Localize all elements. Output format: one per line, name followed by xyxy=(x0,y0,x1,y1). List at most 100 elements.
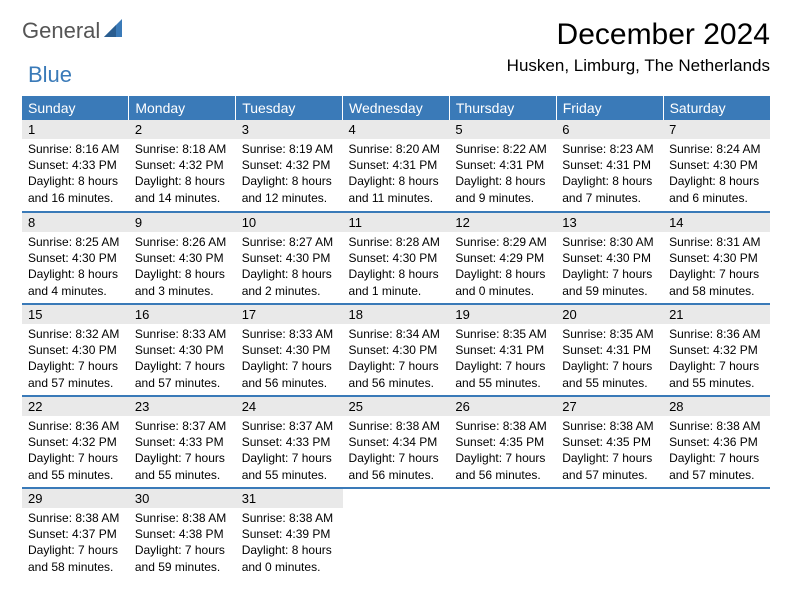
calendar-empty-cell xyxy=(663,488,770,580)
calendar-day-cell: 28Sunrise: 8:38 AMSunset: 4:36 PMDayligh… xyxy=(663,396,770,488)
logo-sail-icon xyxy=(104,19,126,44)
day-number: 9 xyxy=(129,213,236,232)
daylight-line: Daylight: 7 hours and 57 minutes. xyxy=(135,358,230,390)
calendar-body: 1Sunrise: 8:16 AMSunset: 4:33 PMDaylight… xyxy=(22,120,770,580)
day-body: Sunrise: 8:36 AMSunset: 4:32 PMDaylight:… xyxy=(22,416,129,487)
brand-logo: General xyxy=(22,18,130,44)
day-number: 3 xyxy=(236,120,343,139)
daylight-line: Daylight: 7 hours and 58 minutes. xyxy=(669,266,764,298)
calendar-day-cell: 4Sunrise: 8:20 AMSunset: 4:31 PMDaylight… xyxy=(343,120,450,212)
daylight-line: Daylight: 8 hours and 12 minutes. xyxy=(242,173,337,205)
sunset-line: Sunset: 4:30 PM xyxy=(135,342,230,358)
day-body: Sunrise: 8:37 AMSunset: 4:33 PMDaylight:… xyxy=(236,416,343,487)
calendar-day-cell: 21Sunrise: 8:36 AMSunset: 4:32 PMDayligh… xyxy=(663,304,770,396)
sunset-line: Sunset: 4:30 PM xyxy=(28,342,123,358)
day-number: 4 xyxy=(343,120,450,139)
sunrise-line: Sunrise: 8:16 AM xyxy=(28,141,123,157)
calendar-day-cell: 19Sunrise: 8:35 AMSunset: 4:31 PMDayligh… xyxy=(449,304,556,396)
calendar-week-row: 29Sunrise: 8:38 AMSunset: 4:37 PMDayligh… xyxy=(22,488,770,580)
sunrise-line: Sunrise: 8:32 AM xyxy=(28,326,123,342)
calendar-day-cell: 30Sunrise: 8:38 AMSunset: 4:38 PMDayligh… xyxy=(129,488,236,580)
sunrise-line: Sunrise: 8:35 AM xyxy=(455,326,550,342)
day-number: 24 xyxy=(236,397,343,416)
day-number: 6 xyxy=(556,120,663,139)
calendar-day-cell: 16 Sunrise: 8:33 AMSunset: 4:30 PMDayligh… xyxy=(129,304,236,396)
day-body: Sunrise: 8:35 AMSunset: 4:31 PMDaylight:… xyxy=(556,324,663,395)
day-body: Sunrise: 8:38 AMSunset: 4:36 PMDaylight:… xyxy=(663,416,770,487)
sunset-line: Sunset: 4:31 PM xyxy=(455,342,550,358)
calendar-day-cell: 10Sunrise: 8:27 AMSunset: 4:30 PMDayligh… xyxy=(236,212,343,304)
weekday-monday: Monday xyxy=(129,96,236,120)
sunset-line: Sunset: 4:30 PM xyxy=(28,250,123,266)
sunset-line: Sunset: 4:32 PM xyxy=(242,157,337,173)
sunrise-line: Sunrise: 8:33 AM xyxy=(135,326,230,342)
calendar-head: SundayMondayTuesdayWednesdayThursdayFrid… xyxy=(22,96,770,120)
sunset-line: Sunset: 4:31 PM xyxy=(562,342,657,358)
day-body: Sunrise: 8:29 AMSunset: 4:29 PMDaylight:… xyxy=(449,232,556,303)
calendar-day-cell: 24Sunrise: 8:37 AMSunset: 4:33 PMDayligh… xyxy=(236,396,343,488)
sunrise-line: Sunrise: 8:18 AM xyxy=(135,141,230,157)
sunrise-line: Sunrise: 8:38 AM xyxy=(669,418,764,434)
sunrise-line: Sunrise: 8:36 AM xyxy=(669,326,764,342)
daylight-line: Daylight: 7 hours and 59 minutes. xyxy=(562,266,657,298)
calendar-week-row: 1Sunrise: 8:16 AMSunset: 4:33 PMDaylight… xyxy=(22,120,770,212)
sunset-line: Sunset: 4:39 PM xyxy=(242,526,337,542)
daylight-line: Daylight: 7 hours and 59 minutes. xyxy=(135,542,230,574)
calendar-day-cell: 8Sunrise: 8:25 AMSunset: 4:30 PMDaylight… xyxy=(22,212,129,304)
day-number: 28 xyxy=(663,397,770,416)
day-number: 20 xyxy=(556,305,663,324)
day-body: Sunrise: 8:38 AMSunset: 4:35 PMDaylight:… xyxy=(556,416,663,487)
daylight-line: Daylight: 8 hours and 9 minutes. xyxy=(455,173,550,205)
calendar-day-cell: 27Sunrise: 8:38 AMSunset: 4:35 PMDayligh… xyxy=(556,396,663,488)
sunset-line: Sunset: 4:32 PM xyxy=(135,157,230,173)
sunrise-line: Sunrise: 8:26 AM xyxy=(135,234,230,250)
day-body: Sunrise: 8:19 AMSunset: 4:32 PMDaylight:… xyxy=(236,139,343,210)
daylight-line: Daylight: 7 hours and 55 minutes. xyxy=(135,450,230,482)
sunrise-line: Sunrise: 8:20 AM xyxy=(349,141,444,157)
calendar-week-row: 15Sunrise: 8:32 AMSunset: 4:30 PMDayligh… xyxy=(22,304,770,396)
daylight-line: Daylight: 8 hours and 2 minutes. xyxy=(242,266,337,298)
day-body: Sunrise: 8:34 AMSunset: 4:30 PMDaylight:… xyxy=(343,324,450,395)
daylight-line: Daylight: 8 hours and 11 minutes. xyxy=(349,173,444,205)
calendar-day-cell: 15Sunrise: 8:32 AMSunset: 4:30 PMDayligh… xyxy=(22,304,129,396)
sunset-line: Sunset: 4:31 PM xyxy=(562,157,657,173)
day-body: Sunrise: 8:38 AMSunset: 4:37 PMDaylight:… xyxy=(22,508,129,579)
daylight-line: Daylight: 7 hours and 57 minutes. xyxy=(28,358,123,390)
day-body: Sunrise: 8:23 AMSunset: 4:31 PMDaylight:… xyxy=(556,139,663,210)
sunrise-line: Sunrise: 8:19 AM xyxy=(242,141,337,157)
day-number: 13 xyxy=(556,213,663,232)
sunrise-line: Sunrise: 8:38 AM xyxy=(242,510,337,526)
calendar-empty-cell xyxy=(343,488,450,580)
sunrise-line: Sunrise: 8:38 AM xyxy=(349,418,444,434)
day-number: 2 xyxy=(129,120,236,139)
calendar-empty-cell xyxy=(556,488,663,580)
sunset-line: Sunset: 4:33 PM xyxy=(242,434,337,450)
daylight-line: Daylight: 7 hours and 55 minutes. xyxy=(455,358,550,390)
daylight-line: Daylight: 7 hours and 58 minutes. xyxy=(28,542,123,574)
daylight-line: Daylight: 8 hours and 3 minutes. xyxy=(135,266,230,298)
day-number: 29 xyxy=(22,489,129,508)
month-title: December 2024 xyxy=(507,18,770,52)
calendar-day-cell: 23Sunrise: 8:37 AMSunset: 4:33 PMDayligh… xyxy=(129,396,236,488)
day-body: Sunrise: 8:35 AMSunset: 4:31 PMDaylight:… xyxy=(449,324,556,395)
calendar-day-cell: 3Sunrise: 8:19 AMSunset: 4:32 PMDaylight… xyxy=(236,120,343,212)
calendar-day-cell: 9Sunrise: 8:26 AMSunset: 4:30 PMDaylight… xyxy=(129,212,236,304)
day-body: Sunrise: 8:31 AMSunset: 4:30 PMDaylight:… xyxy=(663,232,770,303)
sunset-line: Sunset: 4:38 PM xyxy=(135,526,230,542)
calendar-day-cell: 29Sunrise: 8:38 AMSunset: 4:37 PMDayligh… xyxy=(22,488,129,580)
calendar-day-cell: 17Sunrise: 8:33 AMSunset: 4:30 PMDayligh… xyxy=(236,304,343,396)
day-number: 16 xyxy=(129,305,236,324)
day-number: 17 xyxy=(236,305,343,324)
calendar-empty-cell xyxy=(449,488,556,580)
calendar-day-cell: 1Sunrise: 8:16 AMSunset: 4:33 PMDaylight… xyxy=(22,120,129,212)
daylight-line: Daylight: 7 hours and 57 minutes. xyxy=(562,450,657,482)
day-number: 21 xyxy=(663,305,770,324)
day-body: Sunrise: 8:16 AMSunset: 4:33 PMDaylight:… xyxy=(22,139,129,210)
day-body: Sunrise: 8:33 AMSunset: 4:30 PMDaylight:… xyxy=(236,324,343,395)
calendar-day-cell: 2Sunrise: 8:18 AMSunset: 4:32 PMDaylight… xyxy=(129,120,236,212)
sunset-line: Sunset: 4:34 PM xyxy=(349,434,444,450)
weekday-sunday: Sunday xyxy=(22,96,129,120)
day-number: 12 xyxy=(449,213,556,232)
sunset-line: Sunset: 4:30 PM xyxy=(242,342,337,358)
calendar-day-cell: 22Sunrise: 8:36 AMSunset: 4:32 PMDayligh… xyxy=(22,396,129,488)
